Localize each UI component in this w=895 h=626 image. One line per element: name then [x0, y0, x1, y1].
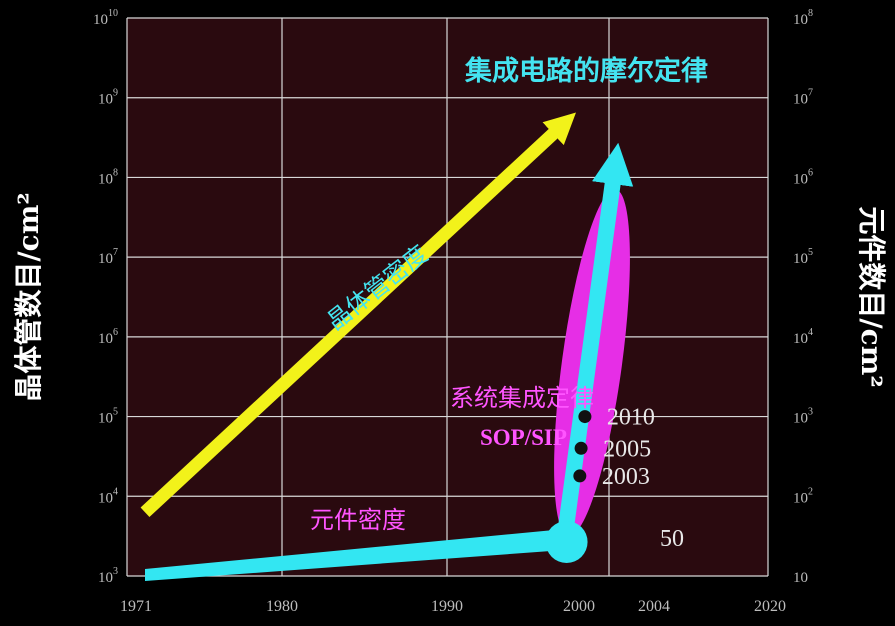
component-density-label: 元件密度	[310, 506, 406, 534]
tick-base: 10	[98, 570, 113, 586]
tick-base: 10	[793, 12, 808, 28]
tick-label: 108	[98, 167, 118, 187]
component-density-band	[145, 528, 565, 581]
tick-base: 10	[98, 171, 113, 187]
tick-exponent: 2	[808, 486, 813, 497]
x-tick-label: 2004	[638, 598, 670, 615]
grid-lines	[126, 17, 769, 577]
tick-exponent: 5	[113, 407, 118, 418]
tick-exponent: 3	[808, 407, 813, 418]
year-point-label: 2005	[603, 436, 651, 462]
tick-label: 102	[793, 486, 813, 506]
tick-exponent: 6	[113, 327, 118, 338]
sop-arrow	[556, 142, 634, 540]
tick-base: 10	[793, 251, 808, 267]
tick-base: 10	[793, 411, 808, 427]
tick-exponent: 7	[808, 88, 813, 99]
sop-law-label: 系统集成定律	[450, 384, 594, 412]
sop-sip-label: SOP/SIP	[480, 425, 567, 450]
tick-label: 109	[98, 88, 118, 108]
tick-label: 104	[98, 486, 118, 506]
tick-base: 10	[793, 490, 808, 506]
tick-label: 105	[98, 407, 118, 427]
tick-base: 10	[793, 331, 808, 347]
tick-label: 106	[793, 167, 813, 187]
year-point-label: 2010	[607, 405, 655, 431]
tick-base: 10	[98, 331, 113, 347]
tick-base: 10	[98, 411, 113, 427]
tick-base: 10	[98, 92, 113, 108]
y-axis-right-label: 元件数目/cm²	[855, 206, 888, 387]
tick-label: 107	[98, 247, 118, 267]
x-tick-label: 2000	[563, 598, 595, 615]
tick-exponent: 5	[808, 247, 813, 258]
tick-exponent: 7	[113, 247, 118, 258]
tick-exponent: 8	[113, 167, 118, 178]
tick-label: 10	[793, 570, 808, 586]
tick-label: 103	[793, 407, 813, 427]
tick-exponent: 9	[113, 88, 118, 99]
x-tick-label: 1980	[266, 598, 298, 615]
x-axis-ticks: 1971 1980 1990 2000 2004 2020	[120, 598, 786, 615]
tick-label: 106	[98, 327, 118, 347]
tick-base: 10	[793, 92, 808, 108]
moore-law-label: 集成电路的摩尔定律	[464, 55, 708, 87]
tick-label: 104	[793, 327, 813, 347]
start-circle	[545, 520, 588, 563]
x-tick-label: 2020	[754, 598, 786, 615]
tick-base: 10	[98, 251, 113, 267]
y-axis-left-label: 晶体管数目/cm²	[12, 192, 45, 401]
x-tick-label: 1990	[431, 598, 463, 615]
year-point-dot	[578, 410, 592, 424]
start-value-label: 50	[660, 526, 684, 552]
tick-base: 10	[793, 570, 808, 586]
year-point-label: 2003	[602, 464, 650, 490]
transistor-density-arrow	[140, 112, 577, 518]
tick-exponent: 10	[108, 8, 118, 19]
tick-exponent: 4	[113, 486, 118, 497]
tick-base: 10	[98, 490, 113, 506]
tick-label: 1010	[93, 8, 118, 28]
tick-label: 108	[793, 8, 813, 28]
tick-base: 10	[93, 12, 108, 28]
year-point-dot	[574, 441, 588, 455]
tick-exponent: 8	[808, 8, 813, 19]
tick-exponent: 6	[808, 167, 813, 178]
tick-exponent: 3	[113, 566, 118, 577]
tick-label: 103	[98, 566, 118, 586]
tick-exponent: 4	[808, 327, 813, 338]
x-tick-label: 1971	[120, 598, 152, 615]
year-point-dot	[573, 469, 587, 483]
tick-base: 10	[793, 171, 808, 187]
tick-label: 105	[793, 247, 813, 267]
tick-label: 107	[793, 88, 813, 108]
